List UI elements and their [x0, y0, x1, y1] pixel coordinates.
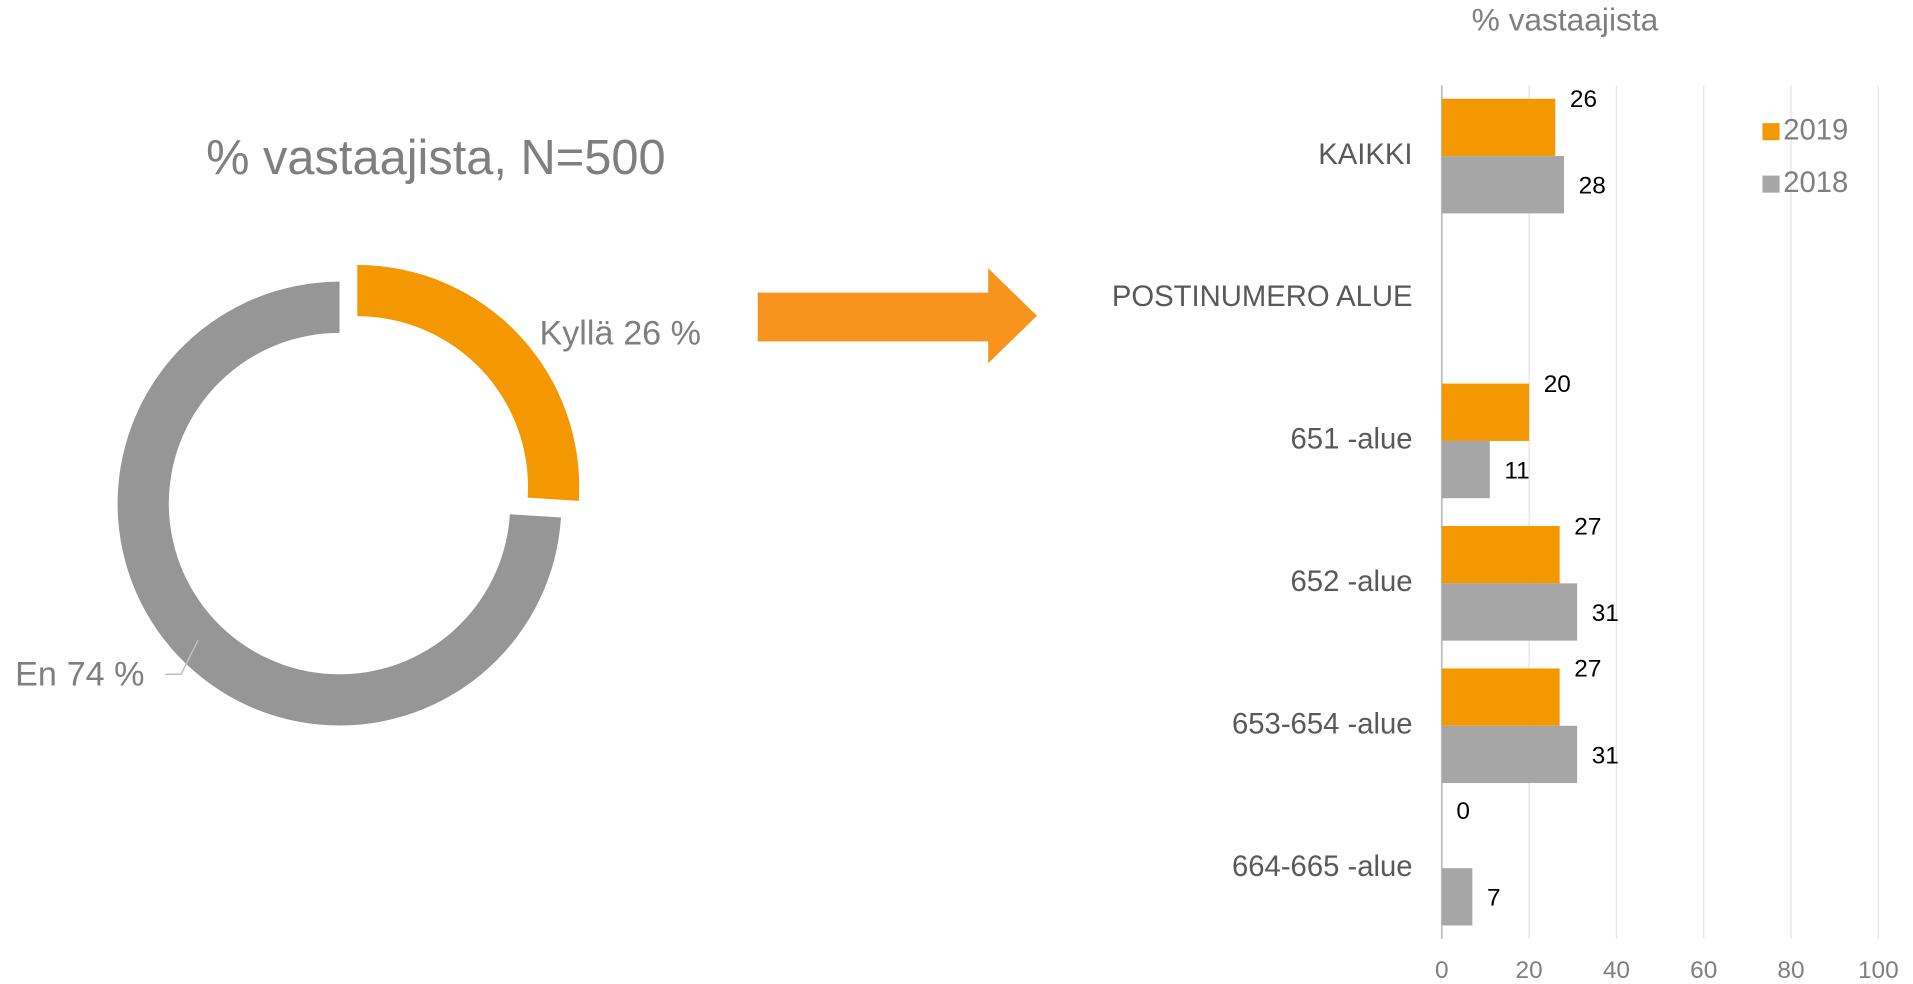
slice-value: 74 % — [67, 656, 145, 694]
x-tick-label: 20 — [1516, 957, 1543, 984]
x-tick-label: 0 — [1435, 957, 1449, 984]
data-label: 7 — [1487, 885, 1501, 912]
data-label: 31 — [1592, 600, 1619, 627]
x-tick-label: 80 — [1777, 957, 1804, 984]
data-label: 11 — [1504, 457, 1529, 484]
legend-label: 2019 — [1783, 114, 1848, 146]
x-tick-label: 60 — [1690, 957, 1717, 984]
data-label: 26 — [1570, 86, 1597, 113]
bar — [1441, 440, 1490, 499]
data-label: 27 — [1574, 656, 1601, 683]
bar — [1441, 98, 1556, 157]
bar — [1441, 668, 1560, 726]
bar-title: % vastaajista — [1472, 1, 1659, 37]
slice-label: En 74 % — [15, 656, 144, 694]
y-tick-label: KAIKKI — [1318, 139, 1412, 171]
arrow — [757, 268, 1037, 364]
y-tick-label: 651 -alue — [1291, 424, 1413, 456]
slice-category: En — [15, 656, 57, 694]
y-tick-label: 652 -alue — [1291, 566, 1413, 598]
y-tick-label: POSTINUMERO ALUE — [1112, 281, 1413, 313]
x-tick-label: 100 — [1858, 957, 1899, 984]
slice-label: Kyllä 26 % — [539, 314, 701, 352]
donut-slice — [357, 264, 580, 501]
bar — [1441, 725, 1578, 784]
y-tick-label: 653-654 -alue — [1232, 708, 1413, 740]
data-label: 20 — [1544, 371, 1571, 398]
bar — [1441, 583, 1578, 641]
bar — [1441, 526, 1560, 584]
leader-line — [165, 639, 199, 676]
y-tick-label: 664-665 -alue — [1232, 851, 1413, 883]
bar — [1441, 383, 1530, 441]
legend-swatch — [1762, 175, 1780, 193]
slice-category: Kyllä — [539, 314, 613, 352]
bar — [1441, 156, 1565, 214]
slice-value: 26 % — [623, 314, 701, 352]
legend-label: 2018 — [1783, 167, 1848, 199]
data-label: 28 — [1579, 173, 1606, 200]
data-label: 0 — [1456, 798, 1470, 825]
data-label: 31 — [1592, 742, 1619, 769]
bar — [1441, 868, 1473, 926]
legend-swatch — [1762, 123, 1780, 141]
data-label: 27 — [1574, 513, 1601, 540]
donut-title: % vastaajista, N=500 — [206, 131, 665, 185]
x-tick-label: 40 — [1603, 957, 1630, 984]
